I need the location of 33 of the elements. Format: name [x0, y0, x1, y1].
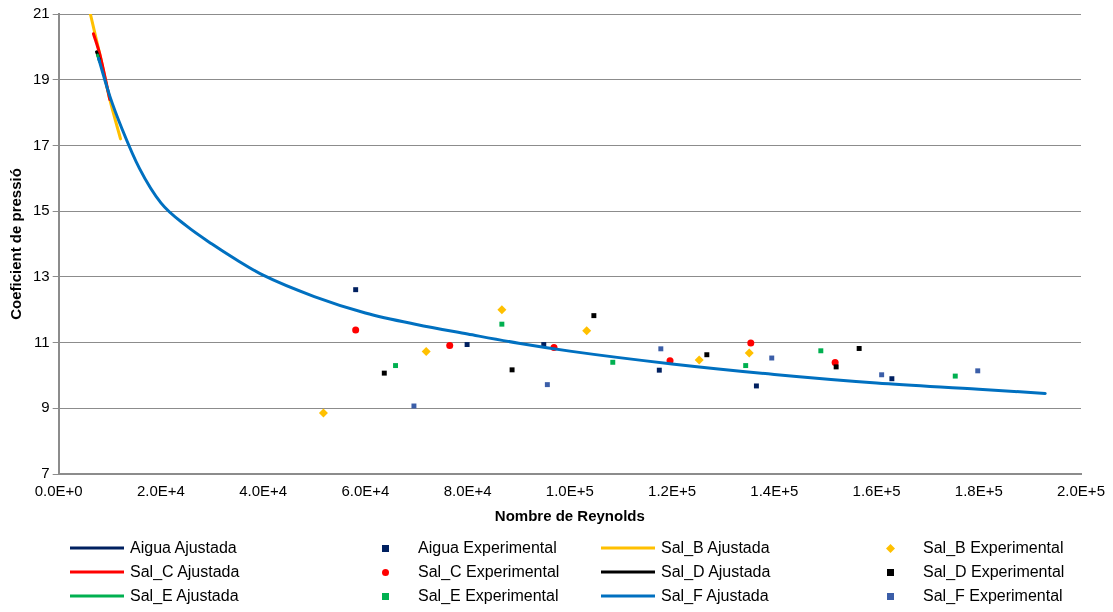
y-tick-label: 13 — [33, 267, 50, 284]
legend-label: Sal_F Ajustada — [661, 587, 769, 605]
x-tick-label: 4.0E+4 — [239, 482, 288, 500]
legend-label: Aigua Experimental — [418, 539, 557, 557]
legend-label: Sal_C Ajustada — [130, 563, 240, 581]
legend-label: Sal_D Ajustada — [661, 563, 771, 581]
y-tick-label: 15 — [33, 201, 50, 219]
legend-label: Sal_C Experimental — [418, 563, 560, 581]
y-tick-label: 21 — [33, 4, 50, 22]
x-tick-label: 1.0E+5 — [545, 482, 594, 500]
x-tick-label: 8.0E+4 — [443, 482, 492, 500]
x-axis-title: Nombre de Reynolds — [494, 507, 645, 525]
legend-label: Sal_E Ajustada — [130, 587, 239, 605]
x-tick-label: 6.0E+4 — [341, 482, 390, 500]
x-tick-label: 1.6E+5 — [852, 482, 901, 500]
y-tick-label: 9 — [41, 398, 50, 416]
y-tick-label: 17 — [33, 135, 50, 153]
legend-label: Sal_E Experimental — [418, 587, 559, 605]
legend-label: Aigua Ajustada — [130, 539, 237, 557]
x-tick-label: 1.8E+5 — [954, 482, 1003, 500]
y-tick-label: 11 — [34, 332, 50, 350]
legend-label: Sal_B Experimental — [923, 539, 1064, 557]
legend-label: Sal_F Experimental — [923, 587, 1063, 605]
x-tick-label: 0.0E+0 — [34, 482, 83, 500]
x-tick-label: 1.4E+5 — [750, 482, 799, 500]
y-axis-title: Coeficient de pressió — [7, 168, 25, 320]
x-tick-label: 1.2E+5 — [648, 482, 697, 500]
y-tick-label: 7 — [41, 464, 50, 482]
legend-label: Sal_D Experimental — [923, 563, 1065, 581]
legend-label: Sal_B Ajustada — [661, 539, 770, 557]
y-tick-label: 19 — [33, 69, 50, 87]
x-tick-label: 2.0E+5 — [1057, 482, 1105, 500]
x-tick-label: 2.0E+4 — [136, 482, 185, 500]
